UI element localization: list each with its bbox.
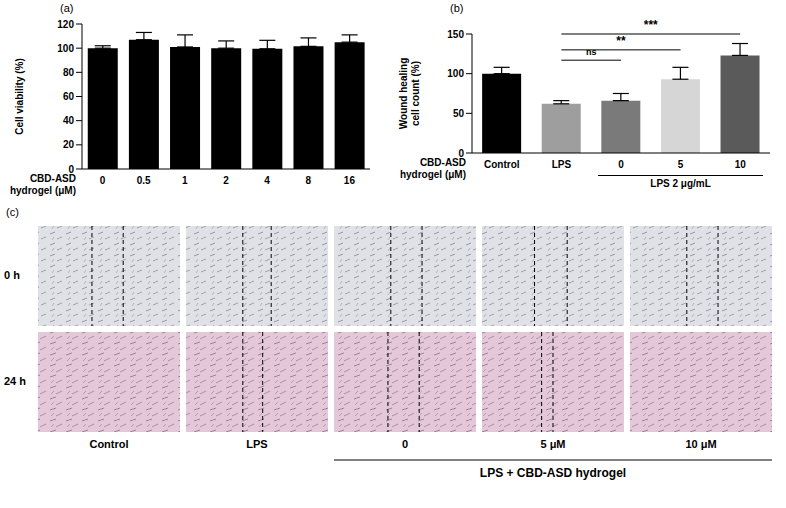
svg-text:40: 40 xyxy=(63,115,75,126)
svg-text:Cell viability (%): Cell viability (%) xyxy=(14,58,25,135)
svg-text:1: 1 xyxy=(182,175,188,186)
html-text:hydrogel (μM): hydrogel (μM) xyxy=(399,169,466,180)
html-text:5 μM: 5 μM xyxy=(540,438,566,450)
svg-text:50: 50 xyxy=(453,108,465,119)
html-text:(c): (c) xyxy=(6,206,19,218)
svg-text:**: ** xyxy=(616,34,626,48)
html-text:24 h: 24 h xyxy=(4,375,26,387)
svg-text:60: 60 xyxy=(63,91,75,102)
svg-text:LPS: LPS xyxy=(552,159,572,170)
svg-text:0: 0 xyxy=(68,164,74,175)
svg-text:8: 8 xyxy=(306,175,312,186)
svg-text:ns: ns xyxy=(586,47,597,57)
html-text:hydrogel (μM): hydrogel (μM) xyxy=(9,185,76,196)
svg-text:Wound healingcell count (%): Wound healingcell count (%) xyxy=(398,58,421,129)
svg-text:150: 150 xyxy=(447,29,464,40)
svg-text:10: 10 xyxy=(735,159,747,170)
svg-text:80: 80 xyxy=(63,67,75,78)
html-text:Control: Control xyxy=(89,438,129,450)
svg-text:4: 4 xyxy=(264,175,270,186)
svg-text:***: *** xyxy=(644,18,658,32)
svg-text:120: 120 xyxy=(57,19,74,30)
svg-text:100: 100 xyxy=(57,43,74,54)
html-text:LPS + CBD-ASD hydrogel: LPS + CBD-ASD hydrogel xyxy=(479,466,627,480)
svg-text:0: 0 xyxy=(618,159,624,170)
svg-text:0: 0 xyxy=(458,148,464,159)
svg-text:0.5: 0.5 xyxy=(137,175,151,186)
svg-text:2: 2 xyxy=(223,175,229,186)
html-text:LPS: LPS xyxy=(246,438,268,450)
html-text:(b): (b) xyxy=(450,2,464,14)
html-text:10 μM: 10 μM xyxy=(685,438,717,450)
html-text:(a): (a) xyxy=(60,2,74,14)
html-text:0: 0 xyxy=(401,438,409,450)
svg-text:Control: Control xyxy=(484,159,520,170)
svg-text:0: 0 xyxy=(100,175,106,186)
svg-text:5: 5 xyxy=(678,159,684,170)
svg-text:20: 20 xyxy=(63,139,75,150)
svg-text:16: 16 xyxy=(344,175,356,186)
html-text:CBD-ASD: CBD-ASD xyxy=(29,173,76,184)
html-text:0 h: 0 h xyxy=(4,269,20,281)
html-text:LPS 2 μg/mL: LPS 2 μg/mL xyxy=(650,178,711,189)
html-text:CBD-ASD: CBD-ASD xyxy=(419,157,466,168)
svg-text:100: 100 xyxy=(447,68,464,79)
